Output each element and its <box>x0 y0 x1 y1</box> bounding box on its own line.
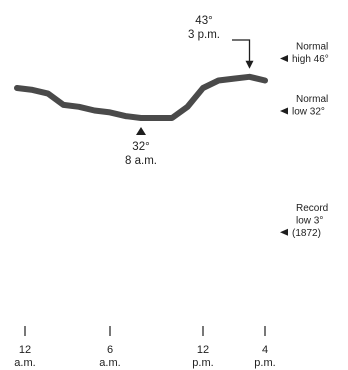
data-point <box>154 115 159 121</box>
data-point <box>107 110 113 115</box>
low-marker-triangle <box>136 127 146 135</box>
data-point <box>216 78 221 83</box>
data-point <box>262 78 268 83</box>
x-tick-3-label-line-2: p.m. <box>192 357 213 369</box>
temperature-series <box>14 73 268 121</box>
data-point <box>92 108 97 113</box>
x-axis-ticks: 12a.m.6a.m.12p.m.4p.m. <box>14 326 276 369</box>
data-point <box>14 85 20 91</box>
reference-3-label-line-2: low 3° <box>296 215 323 226</box>
reference-1-label-line-2: high 46° <box>292 54 329 65</box>
peak-label-line-2: 3 p.m. <box>188 29 220 41</box>
data-point <box>123 113 128 119</box>
data-point <box>76 104 82 109</box>
peak-arrow-head <box>245 60 254 69</box>
reference-1-label-line-1: Normal <box>296 42 328 53</box>
data-point <box>138 115 144 121</box>
reference-3-arrow <box>280 228 288 236</box>
low-label-line-1: 32° <box>132 141 149 153</box>
data-point <box>231 76 237 81</box>
x-tick-1-label-line-1: 12 <box>19 344 31 356</box>
temperature-line <box>14 73 268 121</box>
reference-2-label-line-2: low 32° <box>292 107 325 118</box>
data-point <box>185 104 190 109</box>
reference-1-arrow <box>280 55 288 62</box>
data-point <box>200 85 206 91</box>
x-tick-4-label-line-1: 4 <box>262 344 268 356</box>
peak-arrow-line <box>232 39 251 63</box>
x-tick-3-label-line-1: 12 <box>197 344 209 356</box>
data-point <box>247 74 252 79</box>
peak-label-line-1: 43° <box>195 15 212 27</box>
reference-3-label-line-3: (1872) <box>292 228 321 239</box>
x-tick-2-label-line-1: 6 <box>107 344 113 356</box>
x-tick-4-label-line-2: p.m. <box>254 357 275 369</box>
low-label-line-2: 8 a.m. <box>125 155 157 167</box>
reference-3-label-line-1: Record <box>296 203 328 214</box>
data-point <box>61 102 66 108</box>
reference-2-label-line-1: Normal <box>296 94 328 105</box>
data-point <box>45 91 51 96</box>
data-point <box>169 115 175 121</box>
data-point <box>30 87 35 93</box>
reference-2-arrow <box>280 107 288 115</box>
chart-annotations: 43° 3 p.m. 32° 8 a.m. <box>125 15 254 167</box>
x-tick-2-label-line-2: a.m. <box>99 357 120 369</box>
x-tick-1-label-line-2: a.m. <box>14 357 35 369</box>
